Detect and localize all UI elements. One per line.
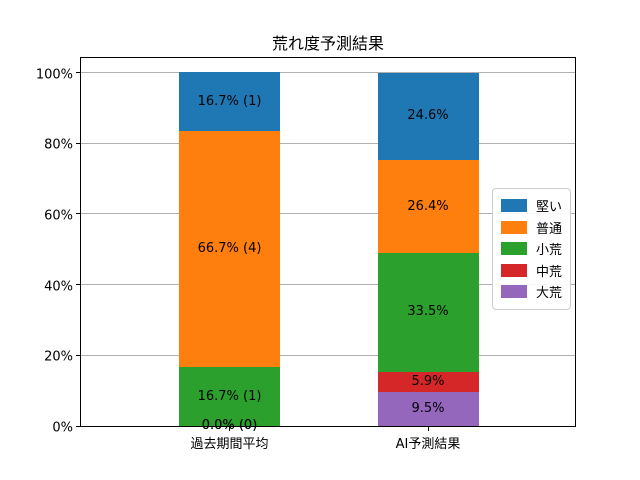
y-tick-label: 100% (35, 67, 73, 83)
legend-item-堅い: 堅い (501, 195, 562, 217)
bar-segment-label: 26.4% (407, 198, 449, 214)
gridline (81, 354, 575, 356)
legend-item-大荒: 大荒 (501, 281, 562, 303)
bar-segment-大荒 (377, 392, 479, 426)
bar: 9.5% 5.9% 33.5% 26.4% 24.6% (377, 58, 479, 426)
bar-segment-label: 24.6% (407, 108, 449, 124)
legend-label: 小荒 (536, 243, 563, 259)
bar-segment-label: 66.7% (4) (197, 241, 262, 257)
y-tick-mark (76, 284, 80, 286)
y-tick-mark (76, 425, 80, 427)
legend-swatch-icon (501, 199, 527, 213)
plot-area: 0% 20% 40% 60% 80% 100% 0.0% (0) 0.0% (0) 16.7% … (36, 57, 576, 452)
legend-label: 中荒 (536, 264, 563, 280)
y-tick-mark (76, 142, 80, 144)
legend: 堅い普通小荒中荒大荒 (492, 188, 571, 310)
bar-segment-label: 16.7% (1) (197, 93, 262, 109)
legend-swatch-icon (501, 242, 527, 256)
bar-segment-普通 (377, 159, 479, 254)
gridline (81, 213, 575, 215)
y-tick-label: 20% (44, 349, 73, 365)
bar-segment-普通 (179, 131, 280, 367)
bar-segment-label: 0.0% (0) (201, 418, 258, 433)
legend-item-中荒: 中荒 (501, 260, 562, 282)
legend-swatch-icon (501, 263, 527, 277)
x-tick-mark (427, 427, 429, 431)
gridline (81, 284, 575, 286)
legend-item-小荒: 小荒 (501, 238, 562, 260)
bar-segment-小荒 (377, 253, 479, 372)
legend-label: 堅い (536, 200, 563, 216)
x-tick-label-1: AI予測結果 (395, 437, 461, 452)
bar-segment-label: 0.0% (0) (201, 418, 258, 433)
bar-segment-label: 33.5% (407, 304, 449, 320)
legend-label: 普通 (536, 221, 563, 237)
y-tick-label: 80% (44, 137, 73, 153)
bar-segment-堅い (377, 72, 479, 160)
legend-item-普通: 普通 (501, 217, 562, 239)
y-tick-label: 60% (44, 208, 73, 224)
bar: 0.0% (0) 0.0% (0) 16.7% (1) 66.7% (4) 16.7% … (179, 58, 280, 433)
y-tick-label: 40% (44, 279, 73, 295)
bar-segment-label: 16.7% (1) (197, 388, 262, 404)
bar-segment-小荒 (179, 366, 280, 426)
bar-segment-堅い (179, 72, 280, 132)
bar-segment-label: 9.5% (411, 401, 445, 417)
chart-title: 荒れ度予測結果 (271, 34, 384, 53)
gridline (81, 72, 575, 74)
y-tick-mark (76, 213, 80, 215)
legend-label: 大荒 (536, 286, 563, 302)
legend-swatch-icon (501, 285, 527, 299)
bar-segment-label: 5.9% (411, 374, 445, 390)
y-tick-mark (76, 72, 80, 74)
bar-segment-中荒 (377, 371, 479, 393)
x-tick-mark (229, 427, 230, 431)
y-tick-mark (76, 354, 80, 356)
legend-swatch-icon (501, 220, 527, 234)
y-tick-label: 0% (52, 420, 73, 436)
x-tick-label-0: 過去期間平均 (190, 437, 269, 452)
gridline (81, 142, 575, 144)
